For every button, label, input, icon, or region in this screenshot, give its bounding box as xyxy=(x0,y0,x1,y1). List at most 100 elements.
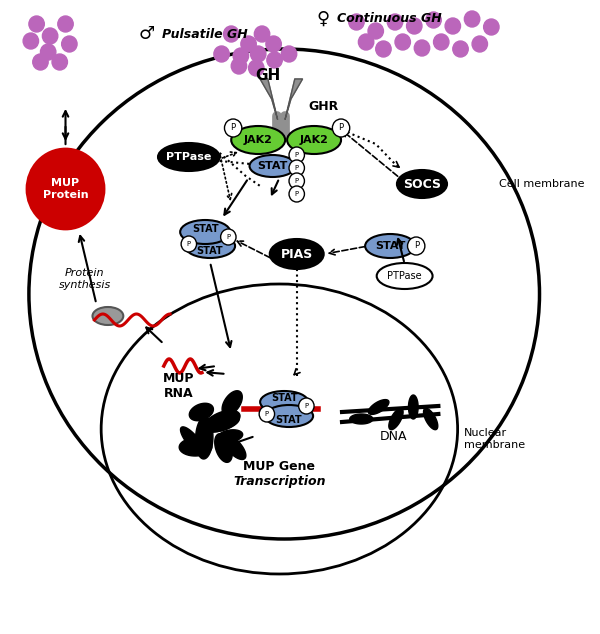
Ellipse shape xyxy=(260,391,308,413)
Text: MUP Gene: MUP Gene xyxy=(244,460,316,472)
Text: PIAS: PIAS xyxy=(281,247,313,261)
Circle shape xyxy=(395,34,410,50)
Circle shape xyxy=(414,40,430,56)
Text: Nuclear
membrane: Nuclear membrane xyxy=(464,428,526,450)
Circle shape xyxy=(407,18,422,34)
Ellipse shape xyxy=(365,234,415,258)
Circle shape xyxy=(231,58,247,74)
Text: MUP
Protein: MUP Protein xyxy=(43,178,88,200)
Polygon shape xyxy=(190,403,214,421)
Polygon shape xyxy=(179,438,212,456)
Text: STAT: STAT xyxy=(197,246,223,256)
Text: ♀: ♀ xyxy=(316,10,329,28)
Polygon shape xyxy=(218,430,242,442)
Text: Continuous GH: Continuous GH xyxy=(337,13,442,25)
Text: PTPase: PTPase xyxy=(388,271,422,281)
Text: P: P xyxy=(295,178,299,184)
Text: STAT: STAT xyxy=(192,224,218,234)
Text: JAK2: JAK2 xyxy=(299,135,329,145)
Text: SOCS: SOCS xyxy=(403,178,441,190)
Polygon shape xyxy=(181,427,205,455)
Text: Pulsatile GH: Pulsatile GH xyxy=(162,27,248,41)
Circle shape xyxy=(289,160,304,176)
Polygon shape xyxy=(215,434,232,462)
Circle shape xyxy=(214,46,229,62)
Text: ♂: ♂ xyxy=(139,25,155,43)
Ellipse shape xyxy=(397,170,447,198)
Polygon shape xyxy=(368,399,389,415)
Polygon shape xyxy=(200,414,239,432)
Polygon shape xyxy=(223,434,246,460)
Polygon shape xyxy=(350,414,373,424)
Circle shape xyxy=(358,34,374,50)
Circle shape xyxy=(254,26,270,42)
Circle shape xyxy=(484,19,499,35)
Polygon shape xyxy=(205,410,240,432)
Circle shape xyxy=(472,36,487,52)
Circle shape xyxy=(445,18,461,34)
Polygon shape xyxy=(409,395,418,419)
Text: P: P xyxy=(265,411,269,417)
Circle shape xyxy=(33,54,48,70)
Circle shape xyxy=(62,36,77,52)
Circle shape xyxy=(233,48,248,64)
Circle shape xyxy=(27,149,104,229)
Ellipse shape xyxy=(270,239,324,269)
Circle shape xyxy=(248,60,264,76)
Polygon shape xyxy=(196,417,213,459)
Circle shape xyxy=(259,406,275,422)
Polygon shape xyxy=(424,408,438,430)
Circle shape xyxy=(250,46,266,62)
Text: MUP
RNA: MUP RNA xyxy=(163,372,194,400)
Circle shape xyxy=(349,14,364,30)
Circle shape xyxy=(289,186,304,202)
Circle shape xyxy=(407,237,425,255)
Text: STAT: STAT xyxy=(276,415,302,425)
Ellipse shape xyxy=(231,126,285,154)
Text: GH: GH xyxy=(255,68,280,84)
Polygon shape xyxy=(285,79,302,119)
Circle shape xyxy=(241,36,256,52)
Circle shape xyxy=(453,41,468,57)
Text: DNA: DNA xyxy=(379,429,407,443)
Text: JAK2: JAK2 xyxy=(244,135,272,145)
Text: P: P xyxy=(338,124,344,133)
Circle shape xyxy=(464,11,480,27)
Text: Transcription: Transcription xyxy=(233,474,326,488)
Ellipse shape xyxy=(265,405,313,427)
Text: P: P xyxy=(226,234,230,240)
Polygon shape xyxy=(222,391,242,415)
Text: P: P xyxy=(187,241,191,247)
Circle shape xyxy=(221,229,236,245)
Text: P: P xyxy=(304,403,308,409)
Text: P: P xyxy=(295,152,299,158)
Circle shape xyxy=(376,41,391,57)
Circle shape xyxy=(181,236,197,252)
Circle shape xyxy=(29,16,44,32)
Text: P: P xyxy=(295,165,299,171)
Circle shape xyxy=(40,44,56,60)
Circle shape xyxy=(368,23,383,39)
Circle shape xyxy=(58,16,73,32)
Text: P: P xyxy=(230,124,236,133)
Ellipse shape xyxy=(158,143,220,171)
Text: P: P xyxy=(413,242,419,250)
Text: STAT: STAT xyxy=(271,393,298,403)
Circle shape xyxy=(281,46,297,62)
Circle shape xyxy=(332,119,350,137)
Circle shape xyxy=(52,54,67,70)
Ellipse shape xyxy=(250,155,296,177)
Ellipse shape xyxy=(377,263,433,289)
Text: STAT: STAT xyxy=(257,161,288,171)
Circle shape xyxy=(43,28,58,44)
Circle shape xyxy=(434,34,449,50)
Polygon shape xyxy=(389,408,403,430)
Text: STAT: STAT xyxy=(375,241,406,251)
Circle shape xyxy=(289,147,304,163)
Circle shape xyxy=(426,12,441,28)
Circle shape xyxy=(266,36,281,52)
Ellipse shape xyxy=(180,220,230,244)
Ellipse shape xyxy=(92,307,124,325)
Circle shape xyxy=(387,14,403,30)
Circle shape xyxy=(224,26,239,42)
